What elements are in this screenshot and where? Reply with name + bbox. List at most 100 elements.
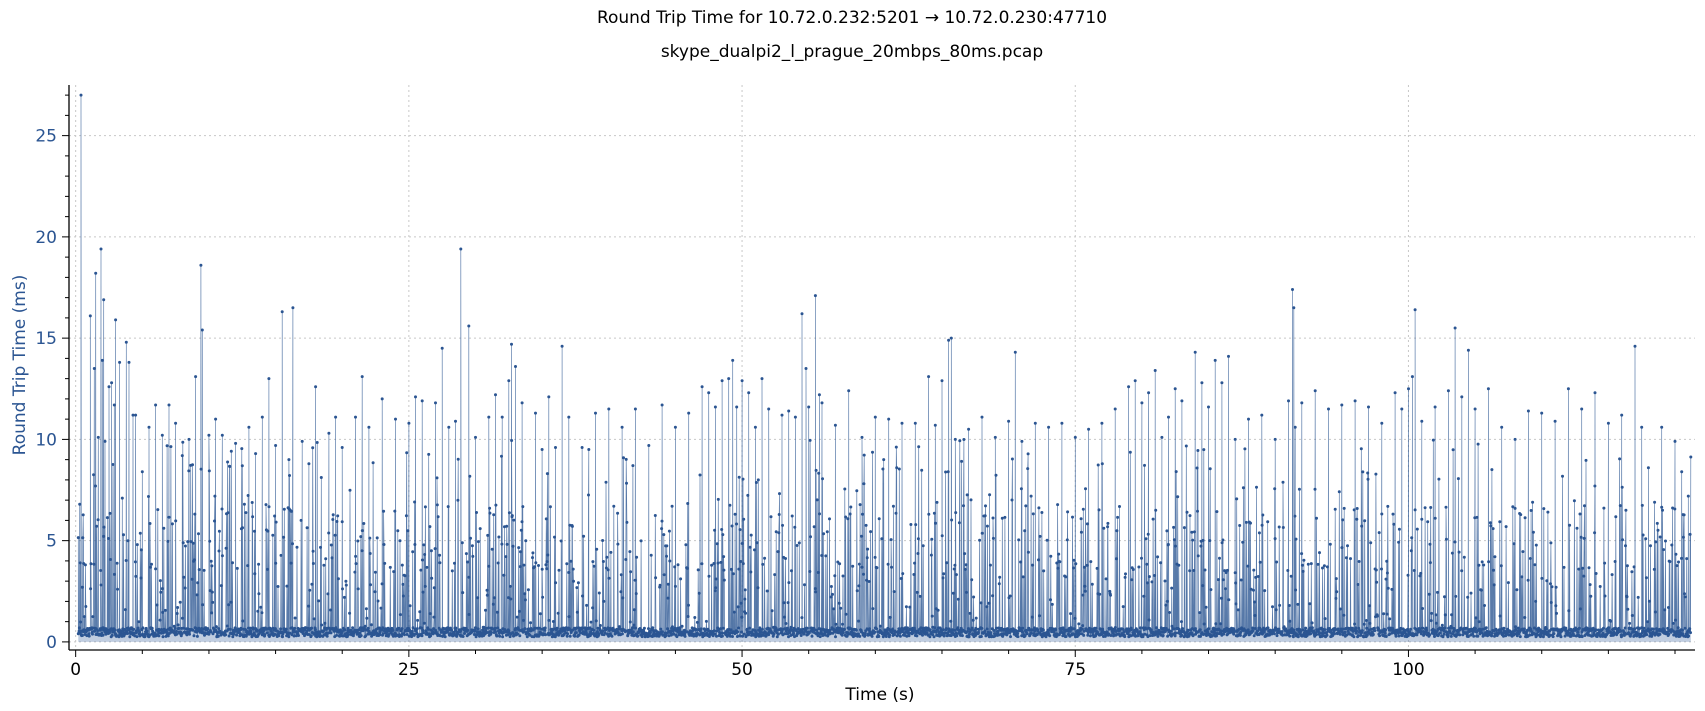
rtt-point xyxy=(787,581,791,585)
rtt-point xyxy=(1315,516,1318,520)
rtt-point xyxy=(474,435,477,439)
rtt-point xyxy=(949,619,953,623)
rtt-point xyxy=(963,567,967,571)
rtt-point xyxy=(207,469,211,473)
rtt-point xyxy=(194,375,198,379)
rtt-point xyxy=(401,594,405,598)
rtt-point xyxy=(107,385,111,389)
rtt-point xyxy=(287,635,291,639)
rtt-point xyxy=(1529,509,1533,512)
rtt-point xyxy=(767,407,771,411)
rtt-point xyxy=(1475,515,1479,519)
rtt-point xyxy=(1286,569,1290,572)
rtt-point xyxy=(391,628,395,632)
rtt-point xyxy=(1127,385,1131,389)
rtt-point xyxy=(1256,629,1260,633)
axes xyxy=(62,85,1695,657)
rtt-point xyxy=(293,626,297,630)
rtt-point xyxy=(841,631,845,635)
rtt-point xyxy=(942,634,946,638)
rtt-point xyxy=(1129,628,1133,632)
rtt-point xyxy=(1673,507,1677,511)
rtt-point xyxy=(1186,629,1190,633)
rtt-point xyxy=(228,465,232,468)
rtt-point xyxy=(183,544,187,548)
rtt-point xyxy=(367,425,371,429)
rtt-point xyxy=(1104,577,1108,581)
rtt-point xyxy=(678,626,682,630)
rtt-point xyxy=(1436,590,1439,594)
rtt-point xyxy=(1676,626,1680,630)
rtt-point xyxy=(920,468,924,472)
rtt-point xyxy=(1123,635,1127,639)
rtt-point xyxy=(454,419,457,423)
rtt-point xyxy=(182,626,186,630)
rtt-point xyxy=(180,632,184,636)
rtt-point xyxy=(621,596,625,600)
rtt-point xyxy=(124,340,128,344)
rtt-point xyxy=(927,375,931,379)
rtt-point xyxy=(376,599,380,603)
rtt-point xyxy=(392,570,396,574)
rtt-point xyxy=(464,552,468,556)
rtt-point xyxy=(1568,523,1572,527)
rtt-point xyxy=(1580,635,1584,639)
rtt-point xyxy=(751,628,755,632)
rtt-point xyxy=(1548,633,1552,637)
rtt-point xyxy=(1233,571,1237,575)
rtt-point xyxy=(94,484,97,488)
rtt-point xyxy=(898,631,902,635)
rtt-point xyxy=(1181,627,1185,631)
rtt-point xyxy=(631,626,634,630)
rtt-point xyxy=(1355,517,1359,521)
rtt-point xyxy=(110,381,114,385)
rtt-point xyxy=(1257,531,1261,535)
rtt-point xyxy=(1090,582,1094,586)
rtt-point xyxy=(319,545,322,549)
rtt-point xyxy=(138,630,141,634)
rtt-point xyxy=(1444,505,1448,509)
rtt-point xyxy=(631,464,635,468)
rtt-point xyxy=(467,324,471,328)
rtt-point xyxy=(1526,578,1530,582)
rtt-point xyxy=(1238,633,1242,637)
rtt-point xyxy=(135,635,139,639)
rtt-point xyxy=(226,511,230,515)
rtt-point xyxy=(1030,615,1034,619)
rtt-point xyxy=(609,550,613,554)
rtt-point xyxy=(156,508,160,512)
rtt-point xyxy=(1038,614,1042,618)
rtt-point xyxy=(120,496,124,500)
rtt-point xyxy=(1357,626,1361,630)
rtt-point xyxy=(953,563,957,567)
rtt-point xyxy=(1252,588,1255,592)
rtt-point xyxy=(505,524,509,528)
rtt-point xyxy=(1167,415,1170,419)
rtt-point xyxy=(588,626,592,630)
rtt-point xyxy=(220,554,224,558)
rtt-point xyxy=(197,532,200,536)
rtt-point xyxy=(299,518,303,522)
rtt-point xyxy=(676,563,680,567)
rtt-point xyxy=(1442,632,1446,636)
rtt-point xyxy=(1000,516,1004,520)
rtt-point xyxy=(985,627,989,631)
rtt-point xyxy=(1624,544,1627,548)
rtt-point xyxy=(517,609,521,613)
rtt-point xyxy=(958,439,962,443)
rtt-point xyxy=(1141,635,1145,639)
rtt-point xyxy=(1520,575,1524,579)
rtt-point xyxy=(753,425,757,429)
rtt-point xyxy=(79,93,83,97)
rtt-point xyxy=(597,633,601,637)
rtt-point xyxy=(968,632,971,636)
rtt-point xyxy=(743,597,747,601)
rtt-point xyxy=(1064,635,1068,638)
rtt-point xyxy=(1531,530,1535,534)
rtt-point xyxy=(1196,554,1200,558)
rtt-point xyxy=(486,533,490,537)
rtt-point xyxy=(305,526,309,530)
rtt-point xyxy=(574,631,578,635)
rtt-point xyxy=(1382,612,1386,616)
rtt-point xyxy=(544,633,548,637)
